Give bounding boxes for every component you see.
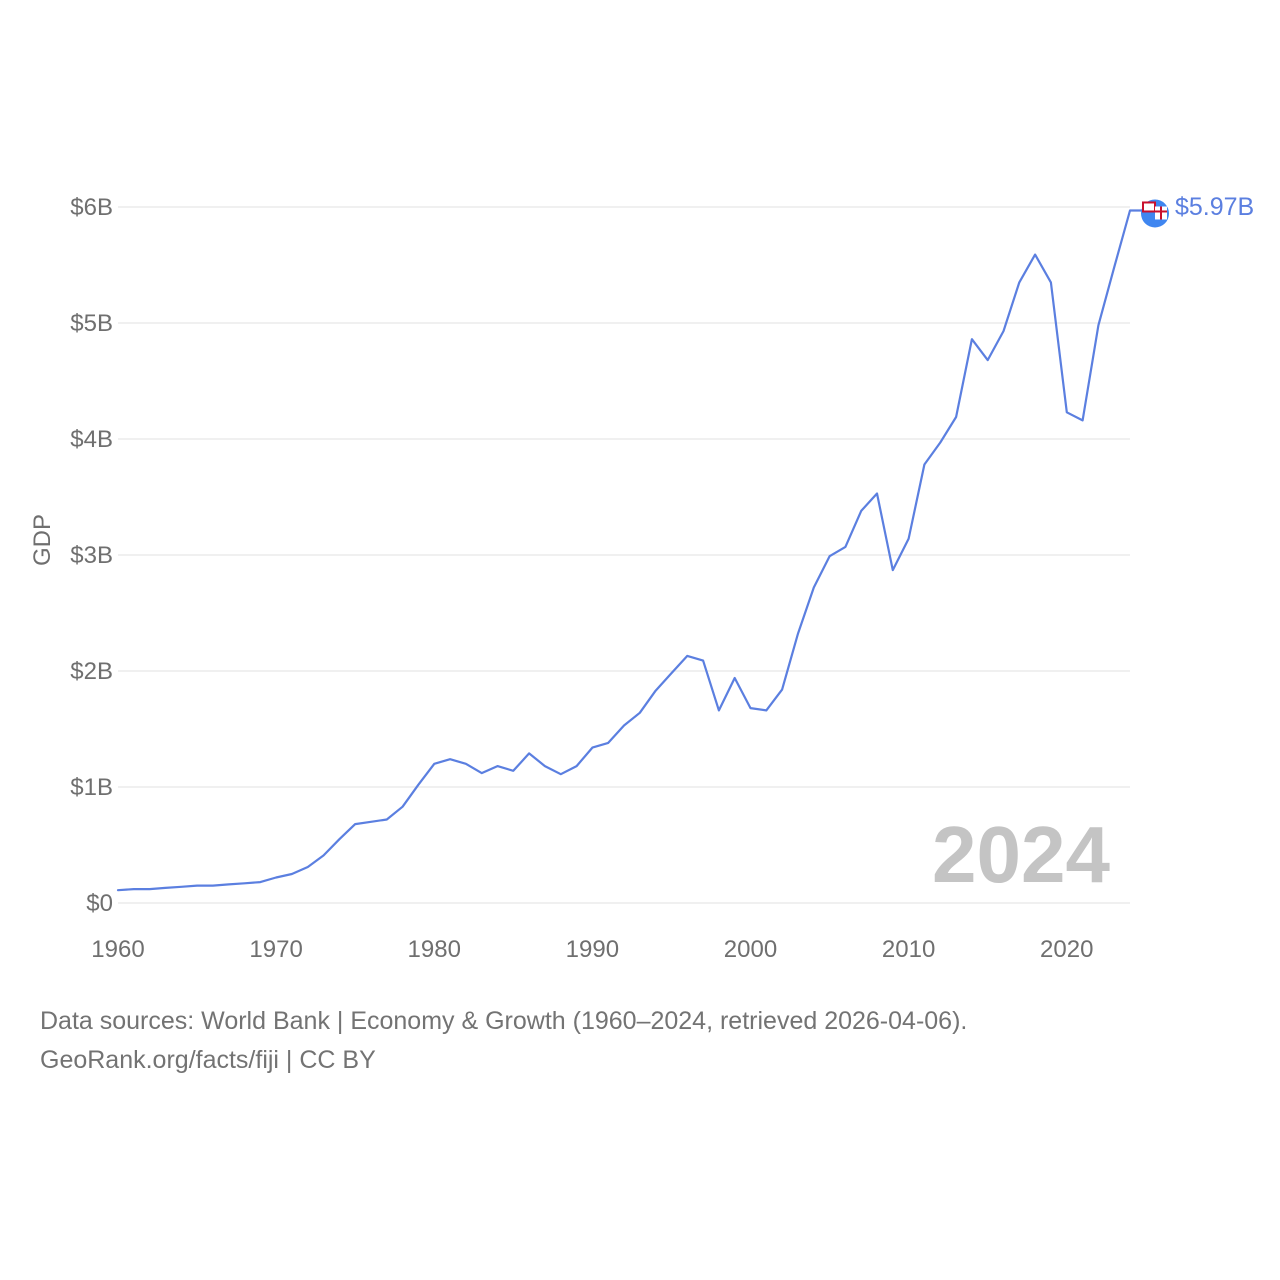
fiji-flag-icon bbox=[1130, 199, 1169, 228]
y-tick-label: $3B bbox=[70, 542, 113, 569]
y-axis-ticks: $0 $1B $2B $3B $4B $5B $6B bbox=[70, 194, 113, 917]
y-axis-label: GDP bbox=[29, 514, 56, 566]
y-tick-label: $6B bbox=[70, 194, 113, 221]
y-tick-label: $2B bbox=[70, 658, 113, 685]
x-tick-label: 2010 bbox=[882, 936, 935, 963]
x-tick-label: 1960 bbox=[91, 936, 144, 963]
x-tick-label: 1980 bbox=[408, 936, 461, 963]
x-axis-ticks: 1960 1970 1980 1990 2000 2010 2020 bbox=[91, 936, 1093, 963]
end-value-label: $5.97B bbox=[1175, 193, 1254, 221]
grid-lines bbox=[118, 206, 1130, 904]
x-tick-label: 2000 bbox=[724, 936, 777, 963]
y-tick-label: $0 bbox=[86, 890, 113, 917]
x-tick-label: 1990 bbox=[566, 936, 619, 963]
series-line-fiji bbox=[116, 209, 1132, 892]
source-footer: Data sources: World Bank | Economy & Gro… bbox=[40, 1002, 967, 1080]
x-tick-label: 1970 bbox=[249, 936, 302, 963]
y-tick-label: $4B bbox=[70, 426, 113, 453]
year-watermark: 2024 bbox=[932, 810, 1110, 899]
x-tick-label: 2020 bbox=[1040, 936, 1093, 963]
credit-line: GeoRank.org/facts/fiji | CC BY bbox=[40, 1046, 376, 1074]
y-tick-label: $1B bbox=[70, 774, 113, 801]
source-line: Data sources: World Bank | Economy & Gro… bbox=[40, 1007, 968, 1035]
y-tick-label: $5B bbox=[70, 310, 113, 337]
